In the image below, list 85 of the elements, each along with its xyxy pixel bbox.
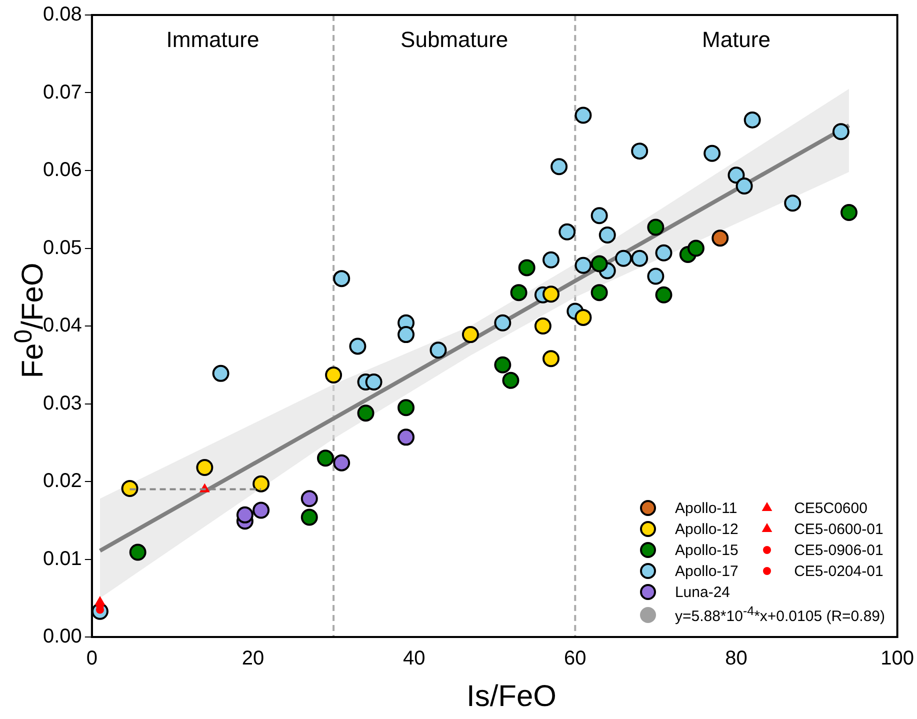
point <box>333 270 350 288</box>
y-tick-label: 0.08 <box>42 4 82 26</box>
legend-label: Apollo-17 <box>674 562 738 580</box>
point <box>655 286 672 304</box>
x-tick-label: 60 <box>564 648 586 670</box>
annotation: Immature <box>166 27 260 52</box>
legend-label: CE5C0600 <box>794 500 868 516</box>
point <box>647 268 664 285</box>
point <box>129 544 146 561</box>
point <box>502 372 520 389</box>
point <box>542 251 560 268</box>
legend-label: CE5-0600-01 <box>794 520 884 538</box>
point <box>784 194 802 212</box>
point <box>534 318 552 334</box>
point <box>236 506 254 524</box>
point <box>300 490 318 508</box>
legend-label: Apollo-15 <box>674 542 738 558</box>
y-tick-label: 0.02 <box>42 470 82 492</box>
point <box>832 123 850 140</box>
point <box>398 399 415 416</box>
y-tick-label: 0.03 <box>42 392 82 414</box>
point <box>333 454 350 472</box>
point <box>655 244 672 262</box>
point <box>704 144 721 162</box>
annotation: Mature <box>702 27 770 52</box>
point <box>614 250 632 267</box>
point <box>494 356 512 374</box>
point <box>300 508 318 526</box>
point <box>349 338 366 355</box>
point <box>542 350 560 368</box>
annotation: Submature <box>400 27 508 52</box>
y-tick-label: 0.06 <box>42 159 82 182</box>
point <box>574 308 592 326</box>
point <box>316 450 334 467</box>
point <box>94 596 106 606</box>
point <box>252 475 270 492</box>
legend-label: Apollo-11 <box>674 500 738 516</box>
point <box>631 142 648 160</box>
point <box>212 364 230 382</box>
x-axis-title: Is/FeO <box>465 680 558 714</box>
point <box>121 480 138 497</box>
point <box>365 373 382 390</box>
y-tick-label: 0.01 <box>42 548 82 570</box>
point <box>712 230 729 247</box>
point <box>494 314 512 332</box>
legend-label: CE5-0204-01 <box>794 562 884 580</box>
point <box>550 158 568 176</box>
point <box>574 256 592 274</box>
point <box>631 250 648 267</box>
x-tick-label: 80 <box>725 648 748 670</box>
legend-label: y=5.88*10$^{-4}$*x+0.0105 (R=0.89) <box>674 604 885 625</box>
legend-label: Luna-24 <box>674 584 730 600</box>
point <box>590 207 608 224</box>
y-tick-label: 0.04 <box>42 314 82 337</box>
point <box>647 218 664 236</box>
legend-label: Apollo-12 <box>674 520 738 538</box>
x-tick-label: 100 <box>880 648 914 670</box>
point <box>398 326 415 344</box>
point <box>728 166 745 184</box>
point <box>252 502 270 519</box>
x-tick-label: 0 <box>86 648 98 670</box>
point <box>736 178 753 195</box>
point <box>398 428 415 446</box>
point <box>598 226 616 244</box>
point <box>325 366 342 384</box>
point <box>518 259 536 276</box>
point <box>574 106 592 124</box>
point <box>590 255 608 272</box>
y-tick-label: 0.07 <box>42 81 82 104</box>
point <box>590 284 608 302</box>
point <box>510 284 528 302</box>
point <box>558 223 576 240</box>
point <box>462 326 479 344</box>
y-tick-label: 0.00 <box>42 626 82 648</box>
point <box>357 404 374 422</box>
point <box>196 459 214 476</box>
point <box>542 286 560 303</box>
point <box>840 204 858 221</box>
x-tick-label: 40 <box>402 648 426 670</box>
point <box>430 342 447 359</box>
point <box>687 240 704 257</box>
legend-label: CE5-0906-01 <box>794 542 884 558</box>
point <box>744 111 761 128</box>
x-tick-label: 20 <box>242 648 264 670</box>
y-tick-label: 0.05 <box>42 236 82 259</box>
